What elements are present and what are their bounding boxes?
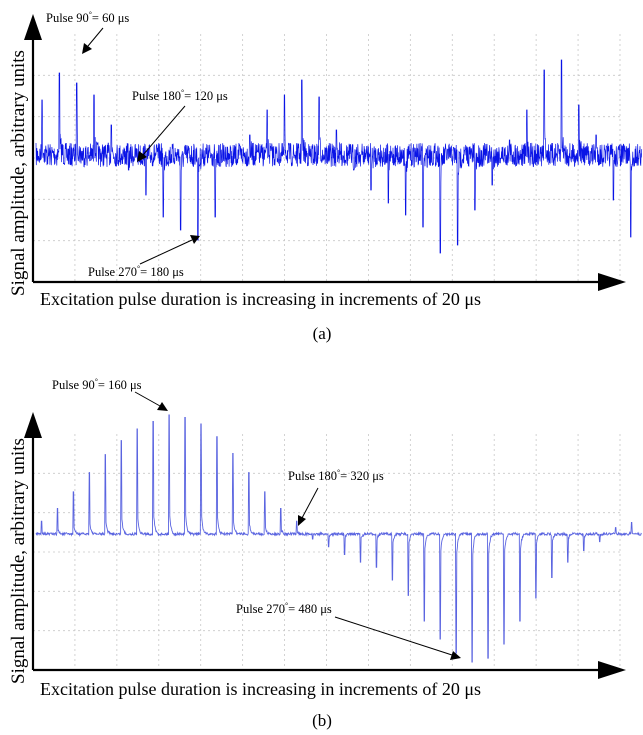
chart-b-annotation-90-arrowhead <box>157 402 168 411</box>
chart-a-annotation-270: Pulse 270°= 180 μs <box>88 264 184 279</box>
chart-b-annotation-90-arrow <box>134 391 161 407</box>
chart-a-y-axis-arrow <box>24 14 42 40</box>
chart-b-annotation-180: Pulse 180°= 320 μs <box>288 468 384 483</box>
chart-a-annotation-270-arrow <box>139 239 193 265</box>
chart-b-annotation-180-arrowhead <box>298 515 306 526</box>
chart-b-annotation-270: Pulse 270°= 480 μs <box>236 601 332 616</box>
chart-b-y-axis-arrow <box>24 412 42 438</box>
chart-b-xlabel: Excitation pulse duration is increasing … <box>40 679 481 699</box>
chart-b-annotation-270-arrow <box>334 616 453 656</box>
chart-a-annotation-90-arrowhead <box>82 43 92 54</box>
chart-panel-a: Signal amplitude, arbitrary units Excita… <box>0 0 643 350</box>
chart-a-grid <box>33 34 621 282</box>
chart-a-xlabel: Excitation pulse duration is increasing … <box>40 289 481 309</box>
chart-a-annotation-90-arrow <box>87 27 104 47</box>
chart-a-annotation-90: Pulse 90°= 60 μs <box>46 10 129 25</box>
chart-b-annotation-270-arrowhead <box>450 651 461 660</box>
chart-a-panel-label: (a) <box>313 324 332 343</box>
chart-a-x-axis-arrow <box>598 273 626 291</box>
chart-a-signal-trace <box>35 59 643 254</box>
chart-a-annotation-270-arrowhead <box>190 235 200 244</box>
chart-a-svg: Signal amplitude, arbitrary units Excita… <box>8 10 643 343</box>
chart-b-ylabel: Signal amplitude, arbitrary units <box>8 438 29 684</box>
chart-b-annotation-180-arrow <box>301 487 319 519</box>
chart-a-annotation-180-arrowhead <box>137 151 147 162</box>
chart-b-svg: Signal amplitude, arbitrary units Excita… <box>8 377 642 730</box>
chart-a-annotation-180-arrow <box>142 105 186 156</box>
chart-b-x-axis-arrow <box>598 661 626 679</box>
chart-b-grid <box>33 434 621 670</box>
chart-a-annotation-180: Pulse 180°= 120 μs <box>132 88 228 103</box>
chart-b-panel-label: (b) <box>312 711 332 730</box>
chart-panel-b: Signal amplitude, arbitrary units Excita… <box>0 362 643 735</box>
chart-b-annotation-90: Pulse 90°= 160 μs <box>52 377 142 392</box>
chart-b-signal-trace <box>35 414 642 663</box>
chart-a-ylabel: Signal amplitude, arbitrary units <box>8 50 29 296</box>
